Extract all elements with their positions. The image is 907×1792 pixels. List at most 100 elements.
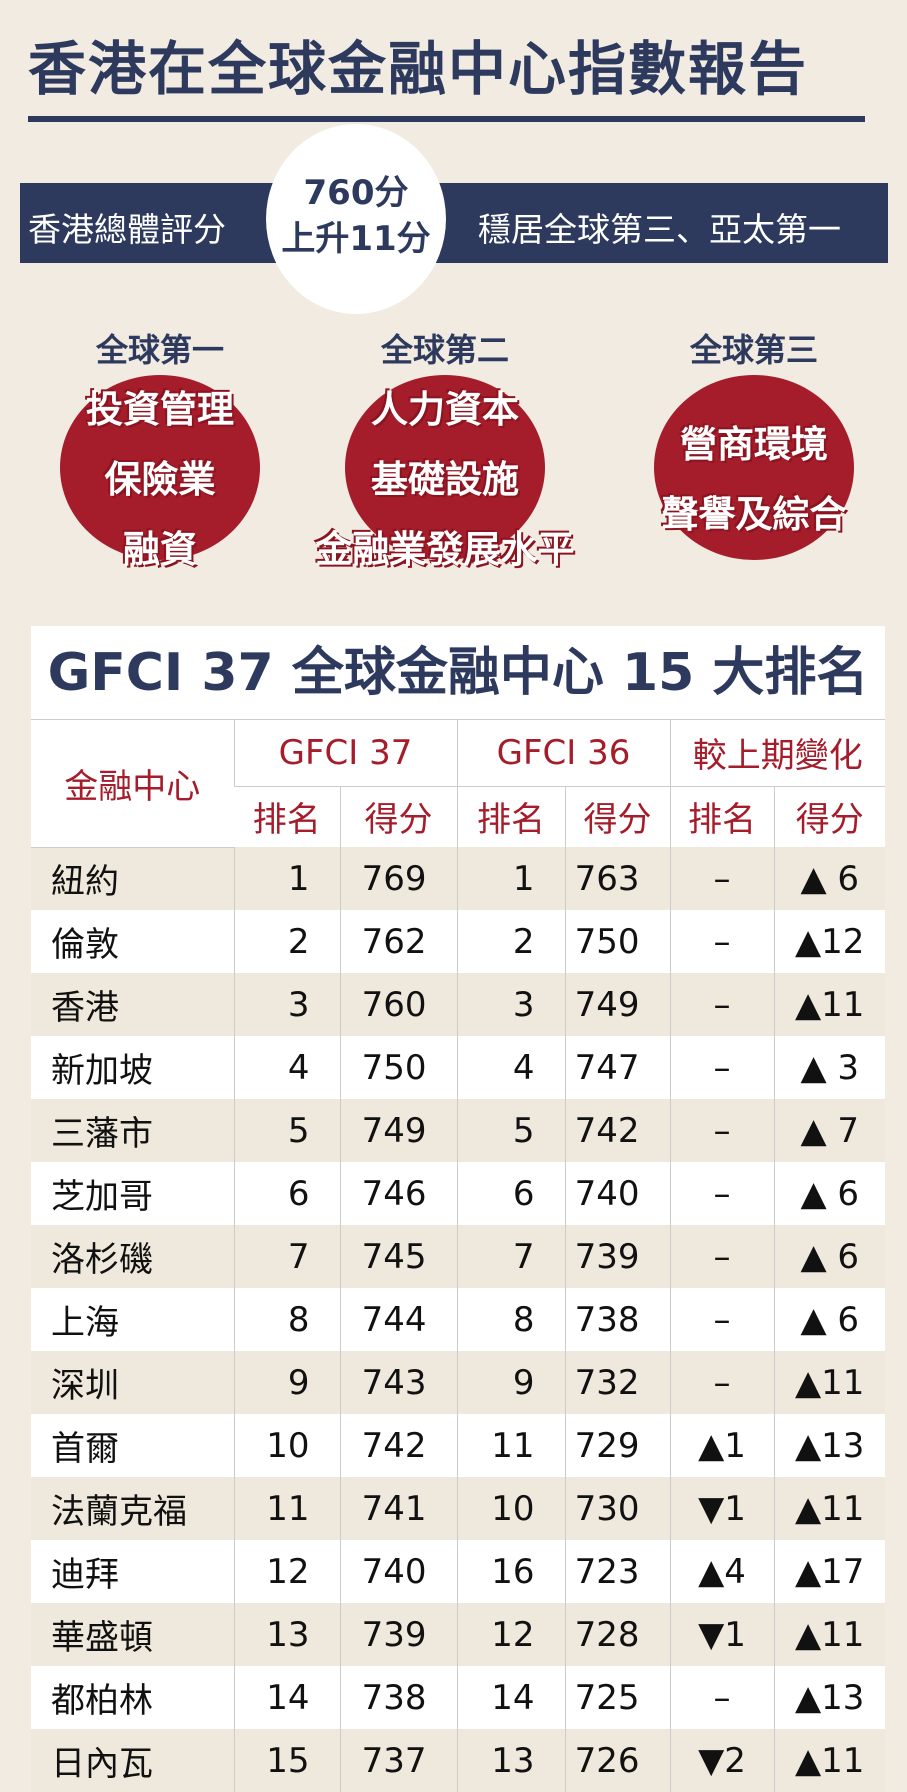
award-item: 營商環境 — [680, 423, 828, 466]
rank-change-cell: ▼1 — [669, 1603, 774, 1666]
city-cell: 法蘭克福 — [51, 1492, 187, 1532]
score36-cell: 738 — [564, 1288, 670, 1351]
score-change-cell: ▲11 — [773, 973, 885, 1036]
header-rank: 排名 — [456, 786, 565, 847]
rank37-cell: 15 — [233, 1729, 340, 1792]
header-score: 得分 — [339, 786, 457, 847]
city-cell: 香港 — [51, 988, 119, 1028]
score36-cell: 739 — [564, 1225, 670, 1288]
table-row: 華盛頓 13 739 12 728 ▼1 ▲11 — [31, 1603, 885, 1666]
header-score: 得分 — [564, 786, 670, 847]
city-cell: 日內瓦 — [51, 1744, 153, 1784]
header-gfci36: GFCI 36 — [456, 720, 670, 787]
city-cell: 倫敦 — [51, 925, 119, 965]
score-change-cell: ▲11 — [773, 1477, 885, 1540]
title-divider — [28, 116, 865, 122]
rank36-cell: 4 — [456, 1036, 565, 1099]
rank36-cell: 5 — [456, 1099, 565, 1162]
rank-change-cell: – — [669, 847, 774, 910]
rank36-cell: 13 — [456, 1729, 565, 1792]
score37-cell: 740 — [339, 1540, 457, 1603]
rank37-cell: 10 — [233, 1414, 340, 1477]
rank36-cell: 12 — [456, 1603, 565, 1666]
score36-cell: 763 — [564, 847, 670, 910]
red-circle — [345, 375, 545, 560]
rank-change-cell: – — [669, 1162, 774, 1225]
rank37-cell: 7 — [233, 1225, 340, 1288]
city-cell: 洛杉磯 — [51, 1240, 153, 1280]
city-cell: 三藩市 — [51, 1114, 153, 1154]
award-item: 保險業 — [104, 458, 216, 501]
score-change-cell: ▲17 — [773, 1540, 885, 1603]
score36-cell: 732 — [564, 1351, 670, 1414]
score36-cell: 750 — [564, 910, 670, 973]
score-bubble: 760分 上升11分 — [266, 124, 446, 314]
rank37-cell: 4 — [233, 1036, 340, 1099]
table-row: 迪拜 12 740 16 723 ▲4 ▲17 — [31, 1540, 885, 1603]
rank-change-cell: – — [669, 1225, 774, 1288]
rank37-cell: 11 — [233, 1477, 340, 1540]
rank-change-cell: – — [669, 973, 774, 1036]
award-item: 金融業發展水平 — [315, 528, 575, 571]
score37-cell: 762 — [339, 910, 457, 973]
table-row: 紐約 1 769 1 763– ▲ 6 — [31, 847, 885, 910]
score37-cell: 769 — [339, 847, 457, 910]
score-change-cell: ▲ 6 — [773, 1288, 885, 1351]
rank-change-cell: – — [669, 1666, 774, 1729]
table-row: 法蘭克福 11 741 10 730 ▼1 ▲11 — [31, 1477, 885, 1540]
rank36-cell: 16 — [456, 1540, 565, 1603]
award-third: 全球第三 營商環境 聲譽及綜合 — [609, 325, 899, 560]
score36-cell: 726 — [564, 1729, 670, 1792]
rank36-cell: 1 — [456, 847, 565, 910]
score-change-cell: ▲ 6 — [773, 1225, 885, 1288]
header-gfci37: GFCI 37 — [233, 720, 457, 787]
score-change-cell: ▲11 — [773, 1729, 885, 1792]
rank37-cell: 2 — [233, 910, 340, 973]
score37-cell: 737 — [339, 1729, 457, 1792]
city-cell: 華盛頓 — [51, 1618, 153, 1658]
award-item: 融資 — [123, 528, 197, 571]
table-row: 新加坡 4 750 4 747– ▲ 3 — [31, 1036, 885, 1099]
city-cell: 上海 — [51, 1303, 119, 1343]
award-item: 聲譽及綜合 — [661, 493, 847, 536]
rank37-cell: 1 — [233, 847, 340, 910]
rank36-cell: 7 — [456, 1225, 565, 1288]
award-rank: 全球第二 — [380, 331, 509, 369]
rank37-cell: 12 — [233, 1540, 340, 1603]
city-cell: 都柏林 — [51, 1681, 153, 1721]
table-row: 香港 3 760 3 749– ▲11 — [31, 973, 885, 1036]
rank36-cell: 3 — [456, 973, 565, 1036]
score37-cell: 742 — [339, 1414, 457, 1477]
score-value: 760分 — [303, 173, 409, 213]
score-change-cell: ▲13 — [773, 1414, 885, 1477]
score-change-cell: ▲ 7 — [773, 1099, 885, 1162]
score36-cell: 742 — [564, 1099, 670, 1162]
score37-cell: 741 — [339, 1477, 457, 1540]
rank-change-cell: – — [669, 1288, 774, 1351]
ranking-table: GFCI 37 全球金融中心 15 大排名 金融中心 GFCI 37 GFCI … — [31, 626, 885, 1792]
score37-cell: 743 — [339, 1351, 457, 1414]
score-change-cell: ▲11 — [773, 1603, 885, 1666]
score-banner: 香港總體評分 穩居全球第三、亞太第一 — [20, 183, 888, 263]
table-row: 上海 8 744 8 738– ▲ 6 — [31, 1288, 885, 1351]
table-title: GFCI 37 全球金融中心 15 大排名 — [31, 626, 885, 720]
award-rank: 全球第三 — [689, 331, 818, 369]
score37-cell: 746 — [339, 1162, 457, 1225]
header-score: 得分 — [773, 786, 885, 847]
score-change-cell: ▲ 6 — [773, 1162, 885, 1225]
score-change: 上升11分 — [281, 219, 431, 259]
table-row: 日內瓦 15 737 13 726 ▼2 ▲11 — [31, 1729, 885, 1792]
header-rank: 排名 — [669, 786, 774, 847]
award-item: 投資管理 — [86, 388, 234, 431]
award-first: 全球第一 投資管理 保險業 融資 — [15, 325, 305, 571]
rank37-cell: 14 — [233, 1666, 340, 1729]
header-change: 較上期變化 — [669, 720, 885, 787]
rank37-cell: 3 — [233, 973, 340, 1036]
award-second: 全球第二 人力資本 基礎設施 金融業發展水平 — [300, 325, 590, 571]
score36-cell: 725 — [564, 1666, 670, 1729]
rank-change-cell: – — [669, 1351, 774, 1414]
table-row: 首爾 10 742 11 729 ▲1 ▲13 — [31, 1414, 885, 1477]
header-rank: 排名 — [234, 786, 340, 847]
table-row: 芝加哥 6 746 6 740– ▲ 6 — [31, 1162, 885, 1225]
rank37-cell: 5 — [233, 1099, 340, 1162]
